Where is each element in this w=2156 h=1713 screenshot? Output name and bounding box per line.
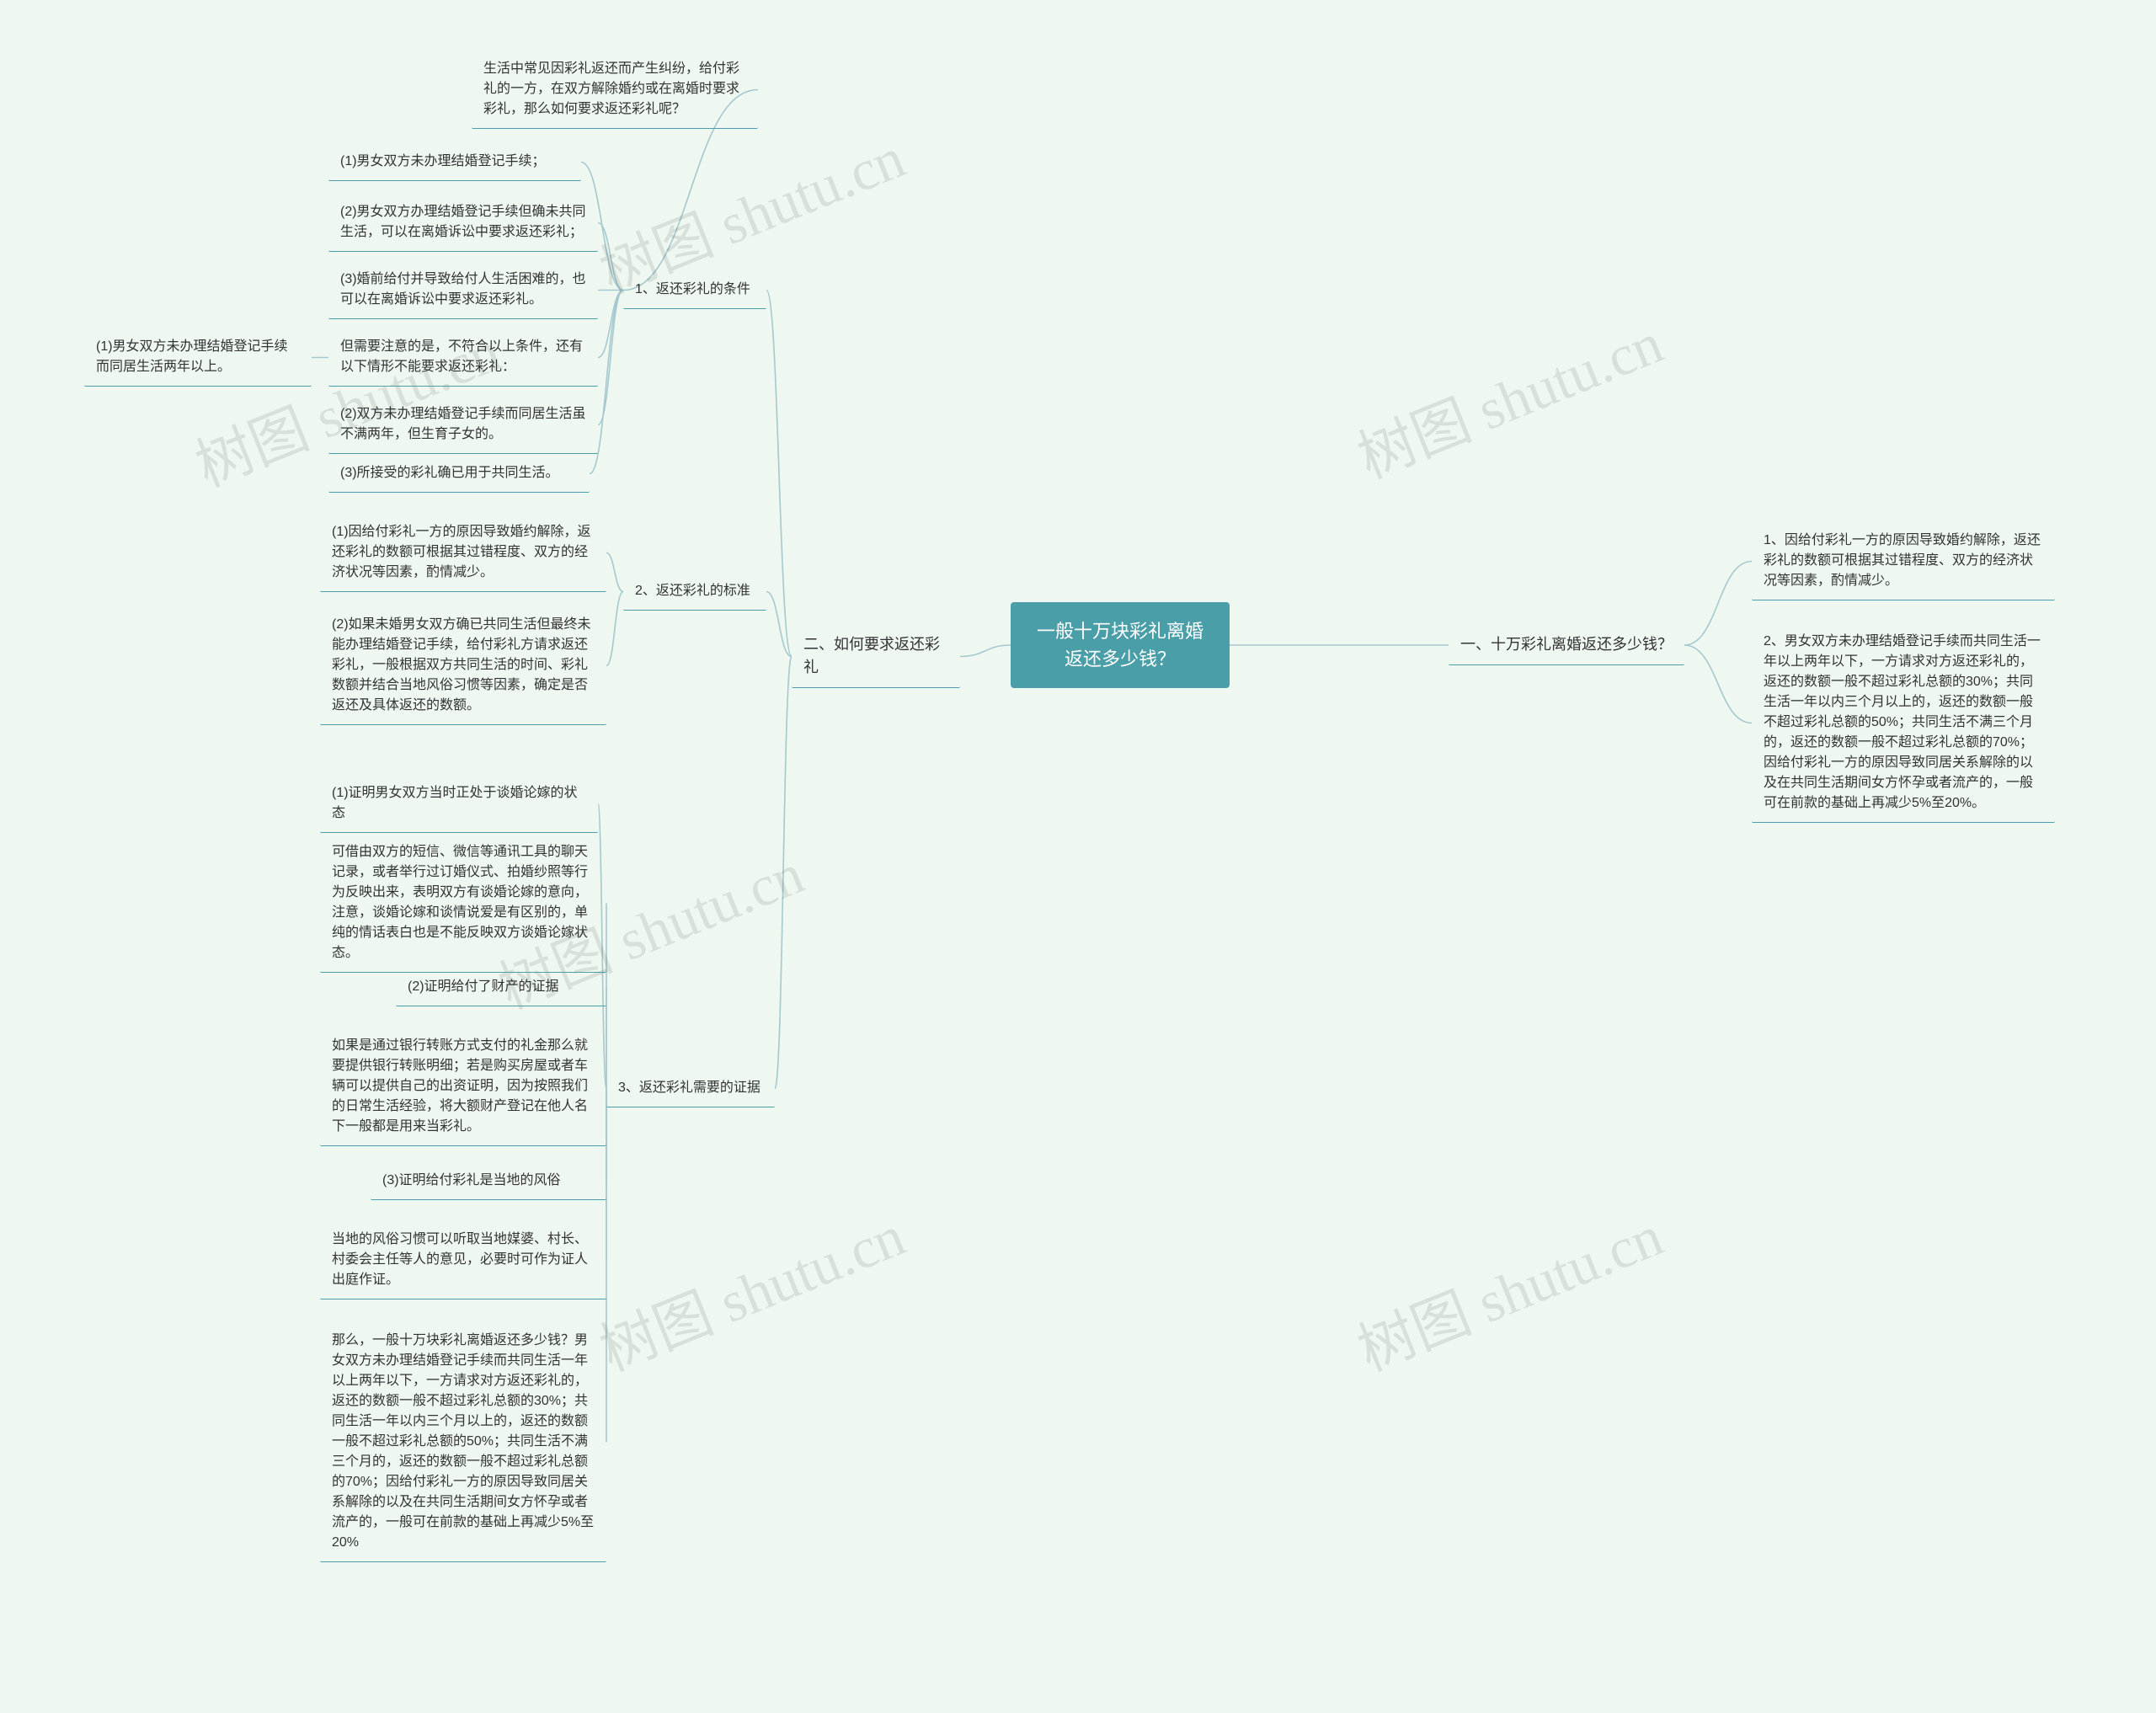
left-sec2-leaf-5: 当地的风俗习惯可以听取当地媒婆、村长、村委会主任等人的意见，必要时可作为证人出庭… — [320, 1221, 606, 1299]
left-sec0-leaf-3-sub-0: (1)男女双方未办理结婚登记手续而同居生活两年以上。 — [84, 328, 312, 387]
left-sec0-leaf-3: 但需要注意的是，不符合以上条件，还有以下情形不能要求返还彩礼： — [328, 328, 598, 387]
root-node: 一般十万块彩礼离婚返还多少钱？ — [1011, 602, 1230, 688]
watermark: 树图 shutu.cn — [585, 1189, 915, 1387]
right-leaf-1: 2、男女双方未办理结婚登记手续而共同生活一年以上两年以下，一方请求对方返还彩礼的… — [1752, 623, 2055, 823]
left-sec0-leaf-2: (3)婚前给付并导致给付人生活困难的，也可以在离婚诉讼中要求返还彩礼。 — [328, 261, 598, 319]
left-sec0-leaf-1: (2)男女双方办理结婚登记手续但确未共同生活，可以在离婚诉讼中要求返还彩礼； — [328, 194, 598, 252]
left-section-2: 3、返还彩礼需要的证据 — [606, 1070, 775, 1107]
left-sec2-leaf-6: 那么，一般十万块彩礼离婚返还多少钱？男女双方未办理结婚登记手续而共同生活一年以上… — [320, 1322, 606, 1562]
branch-right: 一、十万彩礼离婚返还多少钱？ — [1449, 625, 1684, 665]
left-sec0-leaf-4: (2)双方未办理结婚登记手续而同居生活虽不满两年，但生育子女的。 — [328, 396, 598, 454]
left-sec2-leaf-4: (3)证明给付彩礼是当地的风俗 — [371, 1162, 606, 1200]
left-sec2-leaf-3: 如果是通过银行转账方式支付的礼金那么就要提供银行转账明细；若是购买房屋或者车辆可… — [320, 1027, 606, 1146]
left-sec2-leaf-2: (2)证明给付了财产的证据 — [396, 969, 606, 1006]
left-sec2-leaf-1: 可借由双方的短信、微信等通讯工具的聊天记录，或者举行过订婚仪式、拍婚纱照等行为反… — [320, 834, 606, 973]
left-intro: 生活中常见因彩礼返还而产生纠纷，给付彩礼的一方，在双方解除婚约或在离婚时要求彩礼… — [472, 51, 758, 129]
left-section-0: 1、返还彩礼的条件 — [623, 271, 766, 309]
left-sec0-leaf-0: (1)男女双方未办理结婚登记手续； — [328, 143, 581, 181]
watermark: 树图 shutu.cn — [1343, 296, 1673, 494]
left-sec2-leaf-0: (1)证明男女双方当时正处于谈婚论嫁的状态 — [320, 775, 598, 833]
left-sec1-leaf-0: (1)因给付彩礼一方的原因导致婚约解除，返还彩礼的数额可根据其过错程度、双方的经… — [320, 514, 606, 592]
left-sec0-leaf-5: (3)所接受的彩礼确已用于共同生活。 — [328, 455, 590, 493]
left-section-1: 2、返还彩礼的标准 — [623, 573, 766, 611]
branch-left: 二、如何要求返还彩礼 — [792, 625, 960, 688]
watermark: 树图 shutu.cn — [1343, 1189, 1673, 1387]
right-leaf-0: 1、因给付彩礼一方的原因导致婚约解除，返还彩礼的数额可根据其过错程度、双方的经济… — [1752, 522, 2055, 600]
left-sec1-leaf-1: (2)如果未婚男女双方确已共同生活但最终未能办理结婚登记手续，给付彩礼方请求返还… — [320, 606, 606, 725]
